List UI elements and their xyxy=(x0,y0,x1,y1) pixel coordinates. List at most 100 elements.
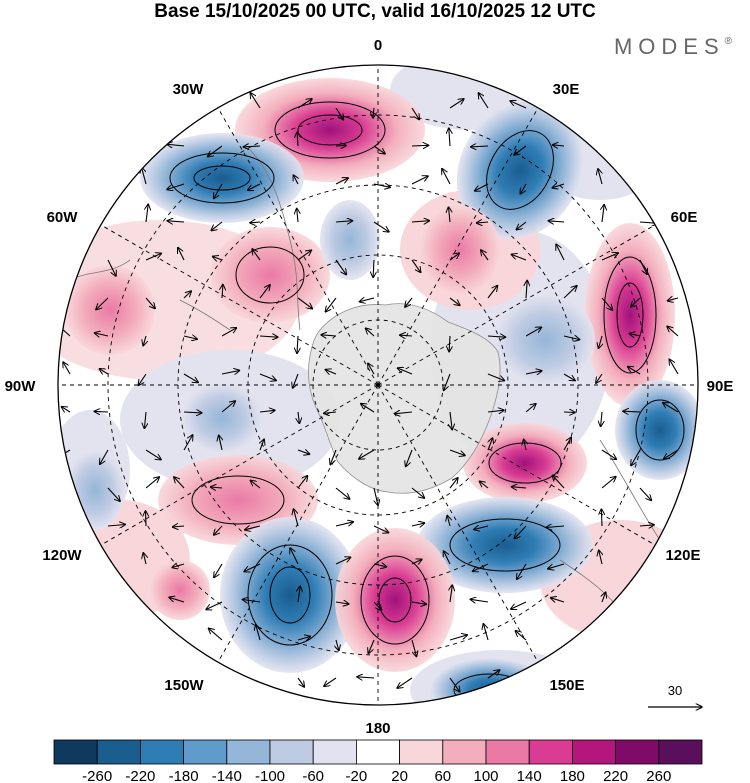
wind-vector xyxy=(406,449,413,467)
wind-vector xyxy=(449,297,460,305)
colorbar-box xyxy=(528,739,573,765)
wind-vector xyxy=(511,601,527,609)
wind-vector xyxy=(214,183,223,199)
colorbar-tick-label: 260 xyxy=(646,768,671,783)
wind-vector xyxy=(145,297,155,309)
wind-vector xyxy=(601,297,613,310)
wind-vector xyxy=(298,586,300,603)
wind-vector xyxy=(146,511,147,527)
wind-vector xyxy=(477,222,489,223)
wind-vector xyxy=(213,256,223,260)
wind-vector xyxy=(487,410,504,412)
wind-vector xyxy=(373,259,374,277)
wind-vector xyxy=(259,410,275,412)
wind-vector xyxy=(373,221,389,232)
wind-vector xyxy=(374,487,378,505)
colorbar-box xyxy=(312,739,357,765)
colorbar-box xyxy=(485,739,530,765)
colorbar-box xyxy=(96,739,141,765)
wind-vector xyxy=(242,599,261,602)
wind-vector xyxy=(449,128,450,147)
wind-vector xyxy=(447,515,450,527)
wind-vector xyxy=(183,412,202,413)
lon-label-90e: 90E xyxy=(707,378,734,395)
wind-vector xyxy=(553,145,565,146)
colorbar-tick-label: 100 xyxy=(473,768,498,783)
wind-vector xyxy=(359,298,375,302)
wind-vector xyxy=(411,602,426,604)
modes-logo: MODES® xyxy=(614,34,732,60)
colorbar-box xyxy=(572,739,617,765)
wind-vector xyxy=(450,411,452,430)
lon-label-0: 0 xyxy=(374,37,382,54)
wind-vector xyxy=(411,259,421,272)
colorbar-tick-label: 220 xyxy=(603,768,628,783)
wind-vector xyxy=(514,525,527,539)
wind-vector xyxy=(294,509,299,527)
wind-vector xyxy=(444,373,451,391)
wind-vector xyxy=(297,636,310,640)
wind-vector xyxy=(479,481,489,489)
wind-vector xyxy=(297,132,298,147)
wind-vector xyxy=(368,639,375,654)
wind-vector xyxy=(335,178,348,185)
wind-vector xyxy=(511,254,527,261)
wind-vector xyxy=(297,297,312,309)
wind-vector xyxy=(601,253,618,261)
wind-vector xyxy=(449,99,464,109)
wind-vector xyxy=(602,592,606,603)
wind-vector xyxy=(449,207,451,223)
wind-vector xyxy=(336,639,339,651)
wind-vector xyxy=(142,167,147,185)
wind-vector xyxy=(324,412,337,413)
wind-vector xyxy=(259,373,276,381)
colorbar-tick-label: 20 xyxy=(391,768,408,783)
wind-vector xyxy=(324,677,337,686)
wind-vector xyxy=(335,487,350,499)
wind-vector xyxy=(411,639,417,657)
wind-vector xyxy=(525,371,542,374)
wind-vector xyxy=(556,244,565,261)
wind-vector xyxy=(517,563,527,579)
wind-vector xyxy=(293,373,299,388)
wind-vector xyxy=(335,259,346,275)
wind-vector xyxy=(552,475,565,489)
wind-vector xyxy=(481,250,489,261)
wind-vector xyxy=(667,326,679,337)
wind-vector xyxy=(526,280,527,299)
colorbar-box xyxy=(183,739,228,765)
wind-vector xyxy=(411,523,425,526)
wind-vector xyxy=(663,403,679,413)
wind-vector xyxy=(297,476,308,489)
wind-vector xyxy=(250,93,261,109)
wind-vector xyxy=(94,333,109,336)
wind-vector xyxy=(94,411,109,412)
wind-vector xyxy=(297,99,312,109)
wind-vector xyxy=(631,449,641,466)
colorbar-tick-label: -20 xyxy=(346,768,368,783)
wind-vector xyxy=(183,435,193,451)
wind-vector xyxy=(183,336,197,339)
wind-vector xyxy=(548,563,565,569)
wind-vector xyxy=(474,526,489,530)
wind-vector xyxy=(252,249,261,261)
wind-vector xyxy=(400,335,413,336)
colorbar-box xyxy=(355,739,400,765)
wind-vector xyxy=(563,412,575,413)
wind-vector xyxy=(599,550,602,565)
wind-vector xyxy=(548,221,565,222)
map-border xyxy=(57,64,699,706)
brand-mark: ® xyxy=(724,36,732,47)
wind-vector xyxy=(511,487,527,488)
wind-vector xyxy=(138,373,147,385)
wind-vector xyxy=(373,145,385,154)
wind-vector xyxy=(259,285,270,299)
colorbar-tick-label: -60 xyxy=(302,768,324,783)
wind-vector xyxy=(243,146,261,147)
wind-vector xyxy=(411,107,419,120)
wind-vector xyxy=(167,221,185,222)
wind-vector xyxy=(602,205,604,223)
colorbar-box xyxy=(53,739,98,765)
wind-vector xyxy=(449,449,465,456)
